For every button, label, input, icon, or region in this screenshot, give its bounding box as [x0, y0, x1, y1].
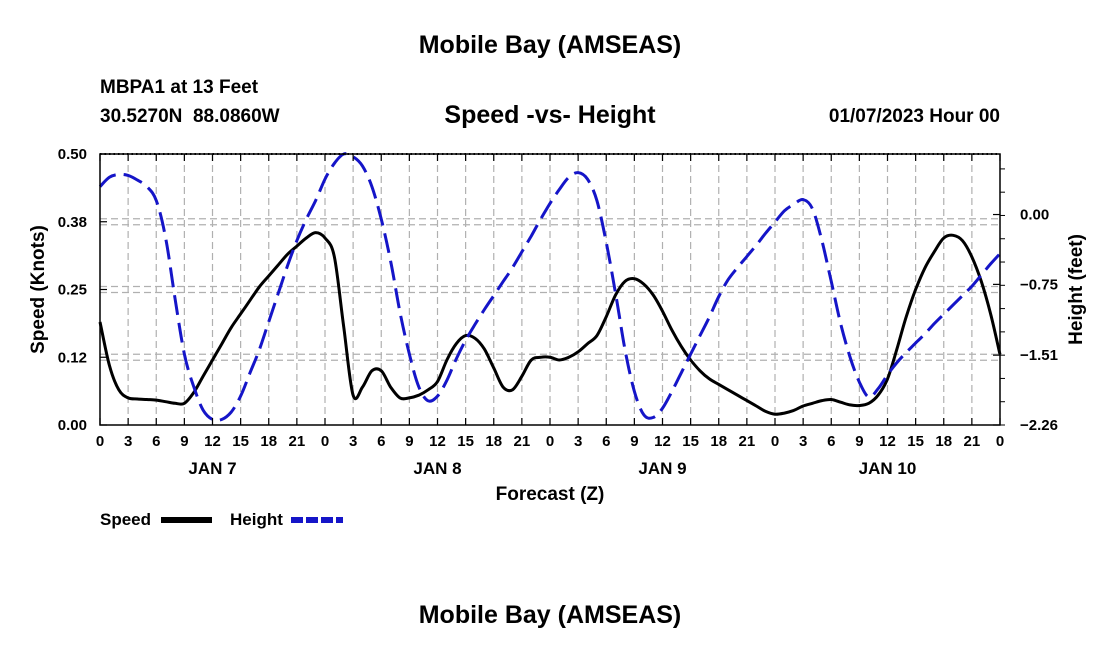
x-tick-label: 9 — [405, 433, 413, 450]
series — [98, 152, 1002, 422]
x-tick-label: 21 — [289, 433, 306, 450]
x-tick-label: 15 — [457, 433, 474, 450]
x-tick-label: 9 — [855, 433, 863, 450]
x-day-label: JAN 10 — [859, 459, 917, 478]
x-tick-label: 0 — [321, 433, 329, 450]
x-tick-label: 18 — [485, 433, 502, 450]
y2-tick-label: −2.26 — [1020, 417, 1058, 434]
x-tick-label: 21 — [964, 433, 981, 450]
x-tick-label: 6 — [827, 433, 835, 450]
x-tick-label: 3 — [799, 433, 807, 450]
y-tick-label: 0.50 — [58, 146, 87, 163]
x-tick-label: 6 — [602, 433, 610, 450]
x-tick-label: 12 — [204, 433, 221, 450]
x-tick-label: 18 — [710, 433, 727, 450]
forecast-run-time: 01/07/2023 Hour 00 — [828, 106, 1000, 127]
chart-title: Speed -vs- Height — [444, 101, 656, 129]
legend-speed-label: Speed — [100, 510, 151, 529]
x-tick-label: 0 — [771, 433, 779, 450]
x-day-label: JAN 8 — [413, 459, 461, 478]
y-tick-label: 0.38 — [58, 214, 87, 231]
y2-tick-label: −0.75 — [1020, 276, 1058, 293]
y-tick-label: 0.25 — [58, 282, 87, 299]
x-tick-label: 12 — [879, 433, 896, 450]
x-tick-label: 0 — [996, 433, 1004, 450]
x-tick-label: 15 — [907, 433, 924, 450]
x-tick-label: 15 — [232, 433, 249, 450]
x-tick-label: 3 — [124, 433, 132, 450]
x-day-label: JAN 7 — [188, 459, 236, 478]
page-title: Mobile Bay (AMSEAS) — [418, 31, 682, 59]
y-tick-label: 0.00 — [58, 417, 87, 434]
x-tick-label: 6 — [152, 433, 160, 450]
x-tick-label: 21 — [739, 433, 756, 450]
station-name: MBPA1 at 13 Feet — [100, 77, 259, 98]
x-axis-label: Forecast (Z) — [496, 484, 605, 505]
station-coordinates: 30.5270N 88.0860W — [100, 106, 280, 127]
series-line-height — [98, 152, 1002, 422]
x-tick-label: 0 — [96, 433, 104, 450]
y2-tick-label: −1.51 — [1020, 347, 1058, 364]
bottom-title: Mobile Bay (AMSEAS) — [418, 601, 682, 629]
ticks — [99, 153, 1005, 426]
x-tick-label: 21 — [514, 433, 531, 450]
x-tick-label: 18 — [935, 433, 952, 450]
grid — [100, 154, 1000, 425]
x-tick-label: 15 — [682, 433, 699, 450]
legend-height-label: Height — [230, 510, 283, 529]
y2-tick-label: 0.00 — [1020, 207, 1049, 224]
x-tick-label: 12 — [654, 433, 671, 450]
y2-axis-label: Height (feet) — [1066, 234, 1087, 345]
x-tick-label: 9 — [630, 433, 638, 450]
x-tick-label: 18 — [260, 433, 277, 450]
legend: Speed Height — [100, 510, 343, 529]
x-tick-label: 12 — [429, 433, 446, 450]
x-tick-label: 6 — [377, 433, 385, 450]
y-tick-label: 0.12 — [58, 349, 87, 366]
x-tick-label: 0 — [546, 433, 554, 450]
y-axis-label: Speed (Knots) — [28, 225, 49, 354]
tick-labels: 0 3 6 9 12 15 18 21 0 3 6 9 12 15 18 21 0 3 6 9 12 15 18 21 0 3 6 9… — [58, 146, 1058, 478]
x-tick-label: 9 — [180, 433, 188, 450]
x-tick-label: 3 — [349, 433, 357, 450]
x-tick-label: 3 — [574, 433, 582, 450]
x-day-label: JAN 9 — [638, 459, 686, 478]
series-line-speed — [98, 231, 1002, 416]
